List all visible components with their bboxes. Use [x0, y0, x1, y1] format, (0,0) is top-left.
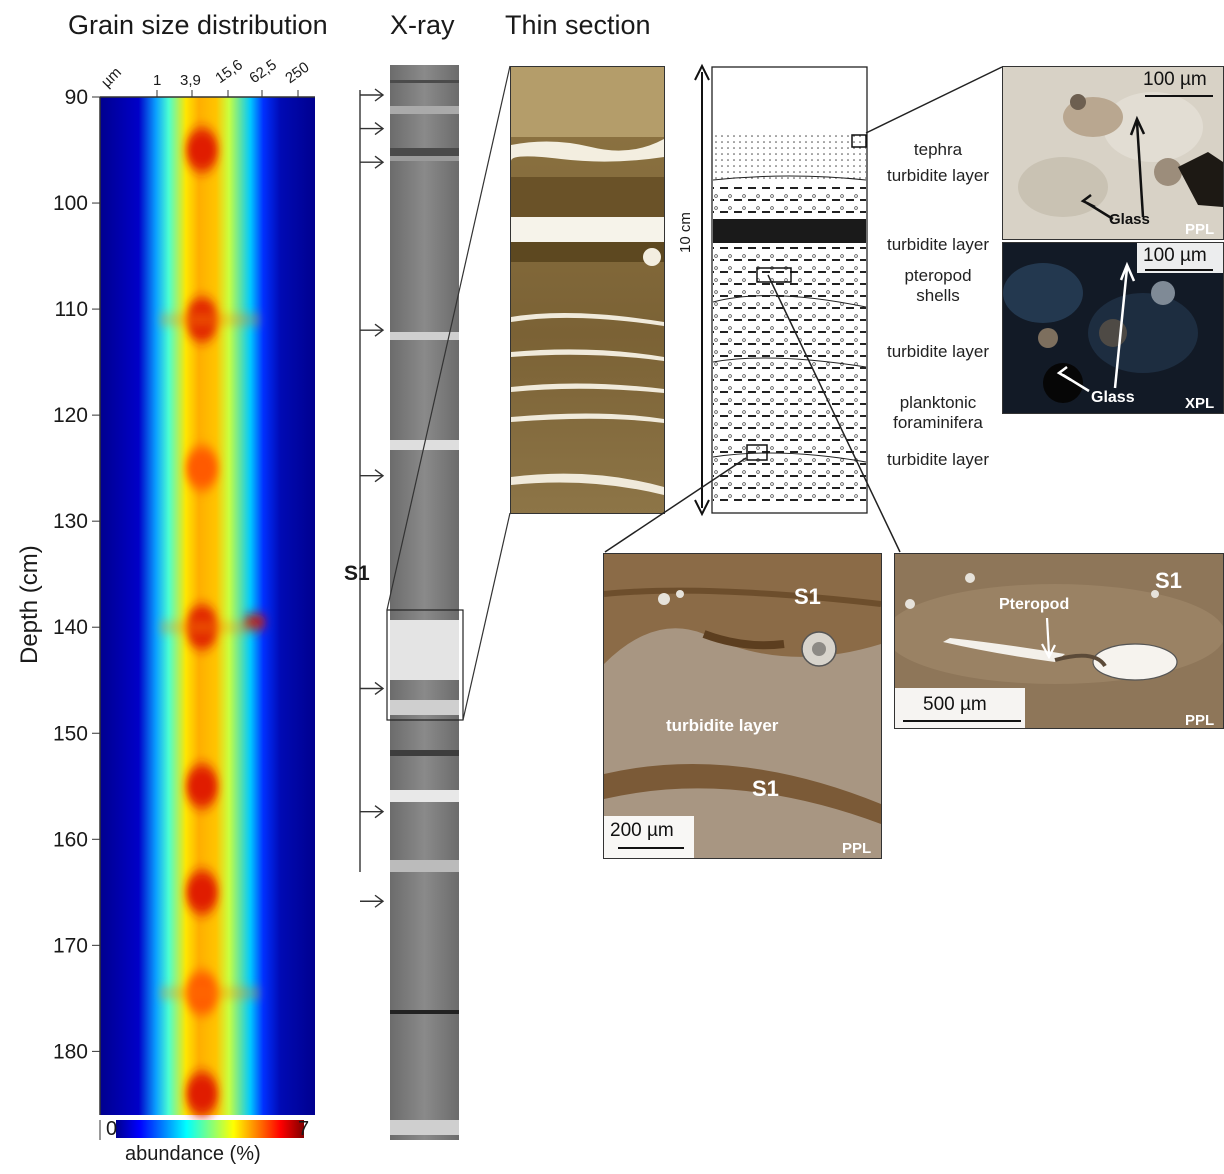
- xray-band: [390, 790, 459, 802]
- xray-title: X-ray: [390, 10, 455, 40]
- thin-section-image: [510, 66, 665, 514]
- layer-turbidite-2: turbidite layer: [886, 235, 990, 254]
- layer-tephra: tephra: [913, 140, 963, 159]
- y-tick-label: 130: [53, 510, 88, 533]
- layer-turbidite-3: turbidite layer: [886, 342, 990, 361]
- layer-foraminifera: planktonic foraminifera: [893, 393, 983, 432]
- xray-arrowhead: [374, 469, 385, 483]
- ppl-label-br: PPL: [1185, 712, 1215, 729]
- ppl-label-bl: PPL: [842, 840, 872, 857]
- heatmap-hot-zone: [186, 764, 218, 809]
- heatmap-hot-zone: [186, 128, 218, 173]
- xpl-label: XPL: [1185, 395, 1215, 412]
- pteropod-label: Pteropod: [999, 596, 1070, 613]
- xray-arrowhead: [374, 155, 385, 169]
- xray-band: [390, 332, 459, 340]
- colorbar-max: 7: [298, 1118, 310, 1140]
- xray-arrowhead: [374, 805, 385, 819]
- xray-image: [359, 65, 464, 1140]
- heatmap-band: [100, 97, 315, 1115]
- strat-column: [694, 63, 868, 517]
- y-tick-label: 120: [53, 404, 88, 427]
- xray-arrowhead: [374, 323, 385, 337]
- grain-size-title: Grain size distribution: [68, 10, 328, 40]
- xray-zoom-box: [386, 609, 464, 721]
- s1-label-br: S1: [1155, 568, 1182, 593]
- y-tick-label: 100: [53, 192, 88, 215]
- y-tick-label: 90: [65, 86, 88, 109]
- micrograph-pteropod: S1 Pteropod 500 µm PPL: [894, 553, 1224, 729]
- xray-band: [390, 1120, 459, 1135]
- heatmap-streak: [160, 317, 260, 322]
- xray-arrowhead: [374, 681, 385, 696]
- scalebar-200um: 200 µm: [610, 820, 674, 841]
- scalebar-100um-ppl: 100 µm: [1143, 69, 1207, 90]
- glass-label-ppl: Glass: [1109, 211, 1150, 228]
- colorbar-label: abundance (%): [125, 1143, 261, 1165]
- s1-label-bl-bottom: S1: [752, 776, 779, 801]
- xray-band: [390, 148, 459, 158]
- connector-lines: [604, 66, 1003, 553]
- xray-arrowhead: [374, 122, 385, 136]
- y-tick-label: 110: [55, 298, 88, 321]
- xray-band: [390, 80, 459, 83]
- layer-turbidite-1: turbidite layer: [886, 166, 990, 185]
- scalebar-100um-xpl: 100 µm: [1143, 245, 1207, 266]
- xray-band: [390, 860, 459, 872]
- scalebar-500um: 500 µm: [923, 694, 987, 715]
- heatmap-hot-zone: [186, 870, 218, 915]
- layer-pteropod: pteropod shells: [904, 266, 972, 305]
- heatmap-streak: [160, 991, 260, 996]
- ppl-label-top: PPL: [1185, 221, 1215, 238]
- y-tick-label: 140: [53, 616, 88, 639]
- xray-band: [390, 106, 459, 114]
- thin-section-title: Thin section: [505, 10, 651, 40]
- y-tick-label: 180: [53, 1040, 88, 1063]
- colorbar: [116, 1120, 304, 1138]
- xray-arrowhead: [374, 88, 385, 102]
- grain-size-heatmap: 90 100 110 120 130 140 150 160 170 180: [53, 86, 315, 1140]
- xray-band: [390, 750, 459, 756]
- heatmap-streak: [160, 625, 260, 630]
- turbidite-label-bl: turbidite layer: [666, 716, 779, 735]
- zoom-lines: [386, 65, 511, 720]
- x-tick-label: 1: [153, 72, 162, 89]
- glass-label-xpl: Glass: [1091, 389, 1135, 406]
- micrograph-turbidite: S1 turbidite layer S1 200 µm PPL: [603, 553, 882, 859]
- heatmap-hot-zone: [186, 446, 218, 491]
- s1-label-bl-top: S1: [794, 584, 821, 609]
- y-tick-label: 150: [53, 722, 88, 745]
- xray-band: [390, 1010, 459, 1014]
- y-tick-label: 160: [53, 828, 88, 851]
- heatmap-hot-zone: [186, 1071, 218, 1116]
- x-tick-label: 3,9: [180, 72, 201, 89]
- xray-band: [390, 620, 459, 680]
- xray-band: [390, 700, 459, 715]
- colorbar-min: 0: [106, 1118, 118, 1140]
- heatmap-coarse-spike: [243, 614, 267, 629]
- micrograph-glass-ppl: 100 µm Glass PPL: [1002, 66, 1224, 240]
- y-tick-label: 170: [53, 934, 88, 957]
- micrograph-glass-xpl: 100 µm Glass XPL: [1002, 242, 1224, 414]
- xray-arrowhead: [374, 894, 385, 908]
- layer-turbidite-4: turbidite layer: [886, 450, 990, 469]
- xray-s1-label: S1: [344, 562, 370, 585]
- xray-band: [390, 156, 459, 161]
